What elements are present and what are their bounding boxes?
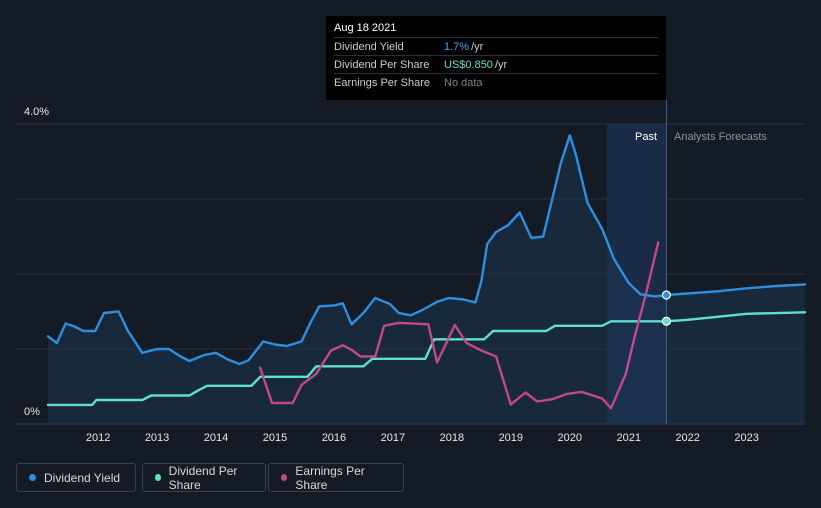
x-tick-label: 2022 [675, 432, 699, 444]
x-tick-label: 2018 [440, 432, 464, 444]
x-tick-label: 2014 [204, 432, 228, 444]
legend-item-dividend-yield[interactable]: Dividend Yield [16, 463, 136, 492]
x-tick-label: 2023 [734, 432, 758, 444]
tooltip-date: Aug 18 2021 [334, 22, 397, 34]
hover-tooltip: Aug 18 2021 Dividend Yield 1.7% /yr Divi… [326, 16, 666, 100]
series-line-dps [46, 311, 807, 407]
legend-item-dividend-per-share[interactable]: Dividend Per Share [142, 463, 266, 492]
legend-label: Dividend Yield [44, 470, 121, 485]
x-tick-label: 2016 [322, 432, 346, 444]
yield-area [48, 135, 805, 425]
tooltip-label: Dividend Per Share [334, 58, 430, 71]
series-markers [661, 290, 672, 326]
series-lines [46, 134, 807, 410]
series-line-yield [46, 134, 807, 366]
tooltip-value: 1.7% [444, 40, 470, 53]
series-marker-yield [661, 290, 672, 300]
x-tick-label: 2015 [263, 432, 287, 444]
legend-dot-icon [281, 474, 288, 481]
tooltip-row-yield: Dividend Yield 1.7% /yr [334, 37, 658, 55]
legend-label: Earnings Per Share [295, 463, 365, 492]
x-tick-label: 2021 [616, 432, 640, 444]
x-tick-label: 2017 [381, 432, 405, 444]
series-marker-dps [661, 316, 672, 326]
past-label: Past [635, 131, 657, 143]
y-tick-max: 4.0% [24, 106, 50, 118]
forecast-label: Analysts Forecasts [674, 131, 767, 143]
legend-dot-icon [155, 474, 161, 481]
tooltip-label: Earnings Per Share [334, 76, 430, 89]
x-tick-label: 2012 [86, 432, 110, 444]
tooltip-label: Dividend Yield [334, 40, 404, 53]
tooltip-value: No data [444, 76, 483, 89]
x-tick-label: 2013 [145, 432, 169, 444]
x-tick-label: 2020 [558, 432, 582, 444]
series-line-eps [259, 241, 660, 410]
legend-dot-icon [29, 474, 36, 481]
legend-label: Dividend Per Share [168, 463, 238, 492]
legend-item-earnings-per-share[interactable]: Earnings Per Share [268, 463, 404, 492]
yield-area-fill [48, 135, 805, 425]
x-tick-label: 2019 [499, 432, 523, 444]
y-tick-zero: 0% [24, 406, 40, 418]
x-axis-ticks: 2012 2013 2014 2015 2016 2017 2018 2019 2020 2021… [86, 432, 759, 444]
tooltip-value: US$0.850 [444, 58, 493, 71]
tooltip-unit: /yr [471, 40, 484, 53]
tooltip-row-eps: Earnings Per Share No data [334, 73, 658, 91]
tooltip-row-dps: Dividend Per Share US$0.850 /yr [334, 55, 658, 73]
tooltip-unit: /yr [494, 58, 508, 71]
